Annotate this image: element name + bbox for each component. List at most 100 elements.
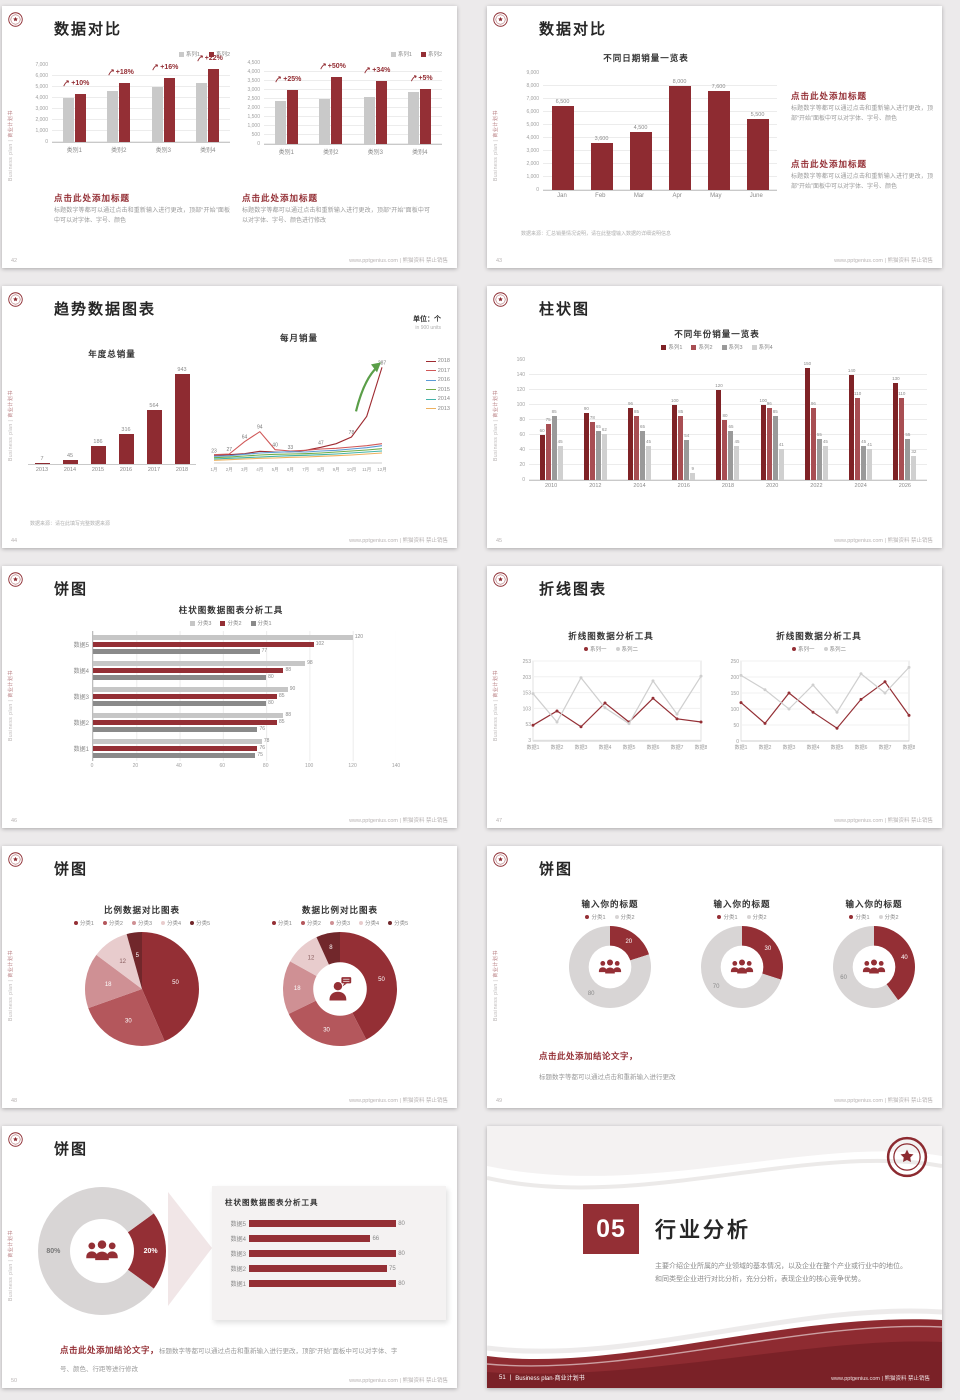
legend-label: 系列1 xyxy=(397,52,412,58)
legend-label: 分类4 xyxy=(167,921,182,927)
bar-value-label: 78 xyxy=(263,738,270,744)
emblem-logo-icon xyxy=(8,12,23,27)
x-tick-labels: 0 20 40 60 80 100 120 140 xyxy=(91,763,401,771)
conclusion-body: 标题数字等都可以通过点击和重新输入进行更改 xyxy=(539,1074,676,1081)
people-icon xyxy=(598,959,622,974)
bar: 110 xyxy=(854,391,861,480)
bar-group: 316 xyxy=(118,427,134,464)
bar-row: 98 xyxy=(93,660,396,666)
legend-label: 系列一 xyxy=(589,647,607,653)
people-icon xyxy=(598,959,622,976)
x-tick-label: 数据6 xyxy=(855,744,868,751)
bar: 186 xyxy=(90,439,106,464)
bar-value-label: 100 xyxy=(759,398,767,403)
text-block: 点击此处添加标题 标题数字等都可以通过点击和重新输入进行更改，顶部“开始”面板中… xyxy=(791,90,933,125)
slice-label: 50 xyxy=(172,980,179,986)
percent-label: +5% xyxy=(410,74,433,82)
data-point xyxy=(699,674,703,678)
legend-label: 分类2 xyxy=(306,921,321,927)
point-label: 23 xyxy=(211,448,217,454)
pie-svg: 50 30 18 12 5 xyxy=(85,932,199,1046)
y-tick-label: 1,000 xyxy=(247,123,260,129)
legend-item: 系列一 xyxy=(583,645,607,653)
y-tick-label: 4,500 xyxy=(247,60,260,66)
slide-footer-left: 51 | Business plan·商业计划书 xyxy=(499,1373,585,1383)
y-tick-label: 6,000 xyxy=(526,109,539,115)
percent-label: +22% xyxy=(197,54,223,62)
pie-area: 20 80 xyxy=(567,924,653,1010)
data-point xyxy=(835,710,839,714)
bar-group: 4,500 xyxy=(629,125,652,190)
bar-group: 78 76 75 xyxy=(93,735,396,761)
legend-swatch xyxy=(420,51,426,57)
bar: 45 xyxy=(646,439,651,480)
legend-label: 分类1 xyxy=(591,915,606,921)
bar-value-label: 4,500 xyxy=(633,124,648,131)
bar-group: +50% xyxy=(319,63,346,144)
donut-chart: 20% 80% xyxy=(36,1182,168,1317)
legend-swatch xyxy=(190,620,196,626)
footer-site: www.pptgenius.com | 熊猫资料 禁止销售 xyxy=(834,538,933,544)
category-label: May xyxy=(710,193,722,199)
bar-value-label: 130 xyxy=(892,375,900,381)
legend-swatch xyxy=(751,344,757,350)
page-number: 48 xyxy=(11,1098,18,1104)
donut-chart: 数据比例对比图表 分类1 分类2 分类3 分类4 分类5 50 30 18 12 8 xyxy=(248,904,432,1048)
line-plot: 1月 2月 3月 4月 5月 6月 7月 8月 9月 10月 11月 12月 23 27 64 94 40 33 4… xyxy=(210,360,386,473)
legend-item: 分类3 xyxy=(190,619,211,627)
bar: 75 xyxy=(546,417,551,480)
data-point xyxy=(675,717,679,721)
category-label: 2014 xyxy=(63,467,77,473)
data-point xyxy=(811,683,815,687)
x-tick-label: 数据1 xyxy=(735,744,748,751)
y-tick-label: 5,000 xyxy=(526,122,539,128)
bar-value-label: 98 xyxy=(307,660,313,666)
legend-swatch xyxy=(721,344,727,350)
donut-hole xyxy=(720,945,764,989)
bar-group: 96 85 65 45 xyxy=(628,401,651,480)
bar-row: 76 xyxy=(93,745,396,751)
chart-title: 年度总销量 xyxy=(88,349,136,359)
chart-title: 比例数据对比图表 xyxy=(103,905,180,915)
pie-slice xyxy=(96,934,142,989)
data-point xyxy=(859,697,863,701)
legend-swatch xyxy=(388,921,393,925)
bars: 120 102 77 98 88 80 90 85 80 88 85 76 78 76 75 xyxy=(92,631,396,761)
increase-arrow-icon xyxy=(108,68,114,75)
bar-row: 88 xyxy=(93,712,396,718)
slice-label: 30 xyxy=(323,1028,330,1034)
bar xyxy=(93,634,353,640)
bar-value-label: 140 xyxy=(847,368,856,373)
data-point xyxy=(787,707,791,711)
x-tick-label: 10月 xyxy=(347,467,357,473)
x-tick-label: 数据4 xyxy=(599,744,612,751)
donut-hole xyxy=(588,945,632,989)
bar xyxy=(93,667,284,673)
pie-slice xyxy=(283,961,340,1014)
page-number: 43 xyxy=(496,258,503,264)
legend-swatch xyxy=(615,647,620,651)
bar-value-label: 5,500 xyxy=(750,111,765,118)
bar xyxy=(119,82,131,142)
bar-value-label: 85 xyxy=(634,409,640,415)
legend-swatch xyxy=(271,921,276,925)
category-label: 类别2 xyxy=(111,148,127,154)
bar-group: 150 96 55 45 xyxy=(804,361,828,480)
bar-group: 88 85 76 xyxy=(93,709,396,735)
text-block: 点击此处添加标题 标题数字等都可以通过点击和重新输入进行更改，顶部“开始”面板中… xyxy=(791,158,933,193)
bar-value-label: 96 xyxy=(766,401,772,406)
grouped-bar-chart-left: 系列1 系列2 0 1,000 2,000 3,000 4,000 5,000 6,000 7,0… xyxy=(28,51,230,154)
plot-area: 0 20 40 60 80 100 120 140 160 60 75 85 45 90 78 65 62 96 8… xyxy=(517,357,927,483)
section-description: 主要介绍企业所属的产业领域的基本情况，以及企业在整个产业或行业中的地位。和同类型… xyxy=(655,1263,907,1284)
bar-value-label: 90 xyxy=(583,405,589,411)
data-point xyxy=(859,672,863,676)
plot-box: 1月 2月 3月 4月 5月 6月 7月 8月 9月 10月 11月 12月 23 27 64 94 40 33 4… xyxy=(204,347,450,480)
legend-swatch xyxy=(717,915,722,919)
data-point xyxy=(555,720,559,724)
bar: 4,500 xyxy=(629,125,652,190)
bar: 55 xyxy=(817,432,822,480)
data-point xyxy=(531,723,535,727)
pie-slice xyxy=(126,932,142,989)
data-point xyxy=(627,722,631,726)
chart-title: 输入你的标题 xyxy=(713,899,771,909)
